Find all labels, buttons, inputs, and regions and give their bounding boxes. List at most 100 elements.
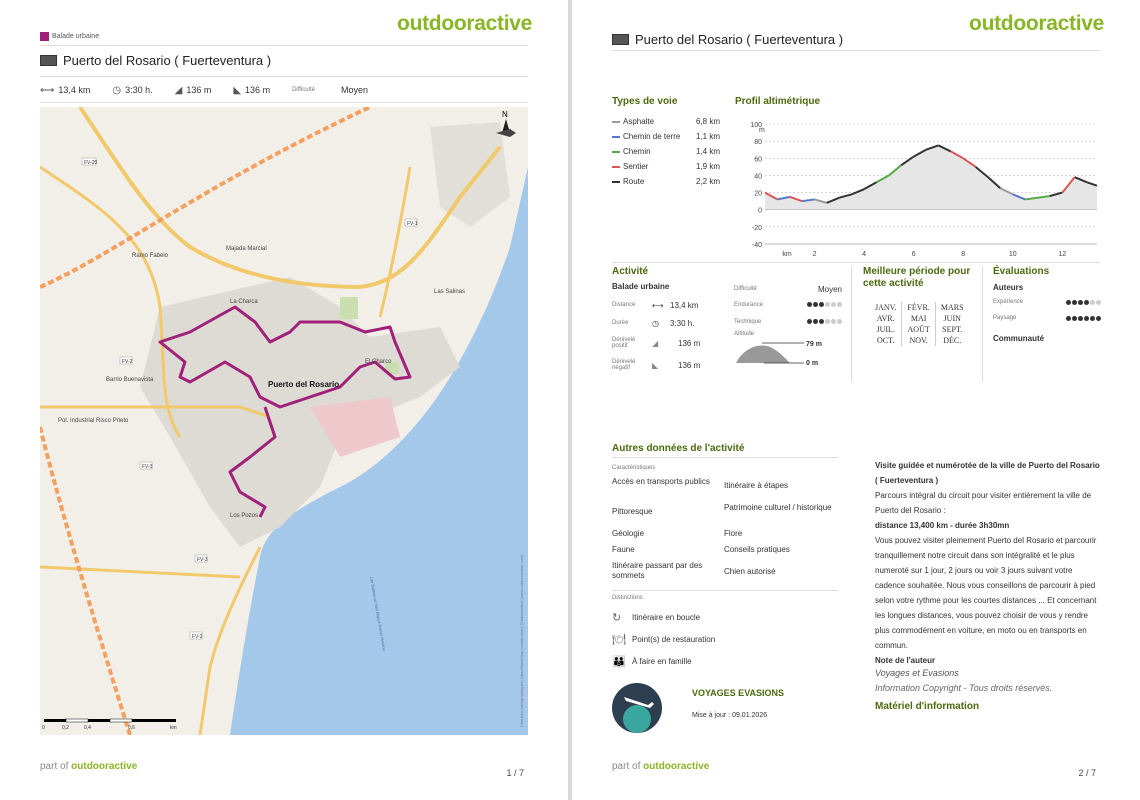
characteristic-item: Géologie xyxy=(612,529,645,538)
month-cell: FÉVR. xyxy=(901,302,936,313)
type-swatch xyxy=(612,166,620,168)
profile-segment xyxy=(863,181,877,191)
rating-dot xyxy=(819,319,824,324)
activity-stats: Distance ⟷ 13,4 km Durée ◷ 3:30 h. Dénivelé … xyxy=(612,300,701,372)
endurance-rating xyxy=(807,302,842,307)
profile-segment xyxy=(913,148,927,158)
park-area xyxy=(340,297,358,319)
season-calendar: JANV. FÉVR. MARS AVR. MAI JUIN JUIL. AOÛT SEPT. O… xyxy=(870,302,969,346)
profile-segment xyxy=(974,166,989,178)
divider xyxy=(612,590,838,591)
ascent-icon: ◢ xyxy=(174,84,183,96)
rating-dot xyxy=(1090,299,1095,305)
road-label: FV-2 xyxy=(192,634,203,640)
rating-dot xyxy=(813,319,818,324)
place-label: Pol. Industrial Risco Prieto xyxy=(58,418,129,424)
airplane-globe-icon xyxy=(623,697,654,733)
profile-area xyxy=(765,145,1097,210)
road-label: FV-2 xyxy=(122,359,133,365)
rating-dot xyxy=(819,302,824,307)
profile-segment xyxy=(826,196,840,204)
type-row: Route 2,2 km xyxy=(612,177,720,187)
rating-dot xyxy=(1096,315,1101,321)
road-fv20 xyxy=(40,565,241,579)
rating-dot xyxy=(1072,315,1077,321)
type-swatch xyxy=(612,121,620,123)
place-label: Majada Marcial xyxy=(226,246,267,252)
svg-text:N: N xyxy=(502,110,508,119)
harbor-area xyxy=(310,397,400,457)
distance-icon: ⟷ xyxy=(652,300,664,310)
map-svg: N Ramo Fabelo Majada Marcial La Charca L… xyxy=(40,107,528,735)
page-1: outdooractive Balade urbaine Puerto del … xyxy=(0,0,568,800)
type-value: 1,4 km xyxy=(695,147,720,156)
characteristic-item: Flore xyxy=(724,529,743,538)
rating-dot xyxy=(1066,299,1071,305)
characteristics-list: Accès en transports publics Pittoresque Gé… xyxy=(612,477,838,587)
material-title: Matériel d'information xyxy=(875,701,980,712)
distinctions-list: ↻ Itinéraire en boucle 🍽 Point(s) de resta… xyxy=(612,611,716,668)
rating-dot xyxy=(1066,315,1071,321)
description: Visite guidée et numérotée de la ville d… xyxy=(875,458,1103,714)
type-name: Chemin xyxy=(623,147,651,156)
park-area xyxy=(385,362,399,374)
ratings-title: Évaluations xyxy=(993,266,1050,277)
highway-dashed xyxy=(40,426,132,735)
place-label: Los Pozos xyxy=(230,513,258,519)
flag-icon xyxy=(612,34,629,45)
characteristic-item: Patrimoine culturel / historique xyxy=(724,503,832,512)
tour-route[interactable] xyxy=(158,305,412,518)
profile-xtick: 12 xyxy=(1058,251,1066,258)
rating-dot xyxy=(807,302,812,307)
category-text: Balade urbaine xyxy=(52,33,100,40)
urban-area-north xyxy=(430,122,510,227)
stat-ascent: ◢ 136 m xyxy=(174,84,212,96)
distinctions-label: Distinctions xyxy=(612,595,643,601)
type-row: Sentier 1,9 km xyxy=(612,162,720,172)
footer-brand-link[interactable]: outdooractive xyxy=(71,761,138,772)
road-label: FV-3 xyxy=(142,464,153,470)
description-heading: Visite guidée et numérotée de la ville d… xyxy=(875,461,1100,485)
type-row: Asphalte 6,8 km xyxy=(612,117,720,127)
divider xyxy=(40,45,528,46)
ascent-icon: ◢ xyxy=(652,338,659,348)
type-name: Sentier xyxy=(623,162,649,171)
month-cell: AOÛT xyxy=(901,324,936,335)
month-cell: DÉC. xyxy=(934,335,969,346)
rating-dot xyxy=(1090,315,1095,321)
profile-ytick: 20 xyxy=(754,191,762,198)
divider xyxy=(40,102,528,103)
rating-dot xyxy=(837,302,842,307)
profile-segment xyxy=(1074,176,1088,184)
difficulty-value: Moyen xyxy=(340,85,368,95)
characteristic-item: Pittoresque xyxy=(612,507,653,516)
profile-unit-y: m xyxy=(759,127,765,134)
scale-label: 0,6 xyxy=(128,725,135,731)
author-name[interactable]: VOYAGES EVASIONS xyxy=(692,688,785,698)
description-p1: Parcours intégral du circuit pour visite… xyxy=(875,491,1092,515)
loop-icon: ↻ xyxy=(612,611,622,624)
highway-dashed xyxy=(40,107,371,289)
characteristic-item: Itinéraire passant par des sommets xyxy=(612,561,703,580)
profile-segment xyxy=(962,157,977,168)
footer-brand-link[interactable]: outdooractive xyxy=(643,761,710,772)
profile-segment xyxy=(777,195,790,201)
brand-logo: outdooractive xyxy=(969,12,1104,35)
profile-xtick: 2 xyxy=(813,251,817,258)
difficulty-label: Difficulté xyxy=(292,87,315,93)
characteristics-label: Caractéristiques xyxy=(612,465,656,471)
profile-unit-x: km xyxy=(782,251,792,258)
profile-segment xyxy=(950,150,964,160)
profile-ytick: -20 xyxy=(752,225,762,232)
road-label: FV-1 xyxy=(407,221,418,227)
place-label: Barrio Buenavista xyxy=(106,377,154,383)
altitude-graphic: 79 m 0 m xyxy=(736,341,822,367)
profile-segment xyxy=(987,176,1002,190)
type-value: 1,9 km xyxy=(695,162,720,171)
description-p3: Vous pouvez visiter pleinement Puerto de… xyxy=(875,536,1097,650)
route-map[interactable]: N Ramo Fabelo Majada Marcial La Charca L… xyxy=(40,107,528,735)
brand-logo: outdooractive xyxy=(397,12,532,35)
ratings-authors: Auteurs xyxy=(993,283,1024,292)
rating-dot xyxy=(1078,299,1083,305)
